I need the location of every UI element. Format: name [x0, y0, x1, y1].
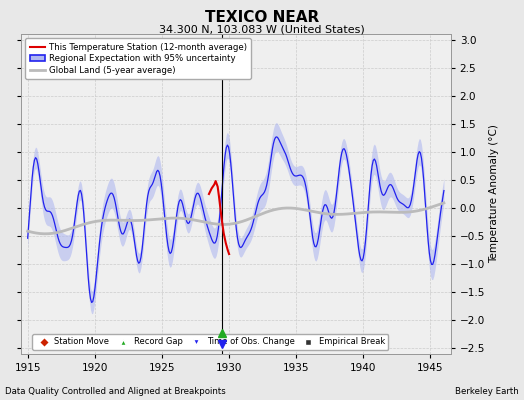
Text: Berkeley Earth: Berkeley Earth — [455, 387, 519, 396]
Y-axis label: Temperature Anomaly (°C): Temperature Anomaly (°C) — [489, 124, 499, 264]
Legend: Station Move, Record Gap, Time of Obs. Change, Empirical Break: Station Move, Record Gap, Time of Obs. C… — [32, 334, 388, 350]
Text: Data Quality Controlled and Aligned at Breakpoints: Data Quality Controlled and Aligned at B… — [5, 387, 226, 396]
Text: TEXICO NEAR: TEXICO NEAR — [205, 10, 319, 25]
Text: 34.300 N, 103.083 W (United States): 34.300 N, 103.083 W (United States) — [159, 25, 365, 35]
